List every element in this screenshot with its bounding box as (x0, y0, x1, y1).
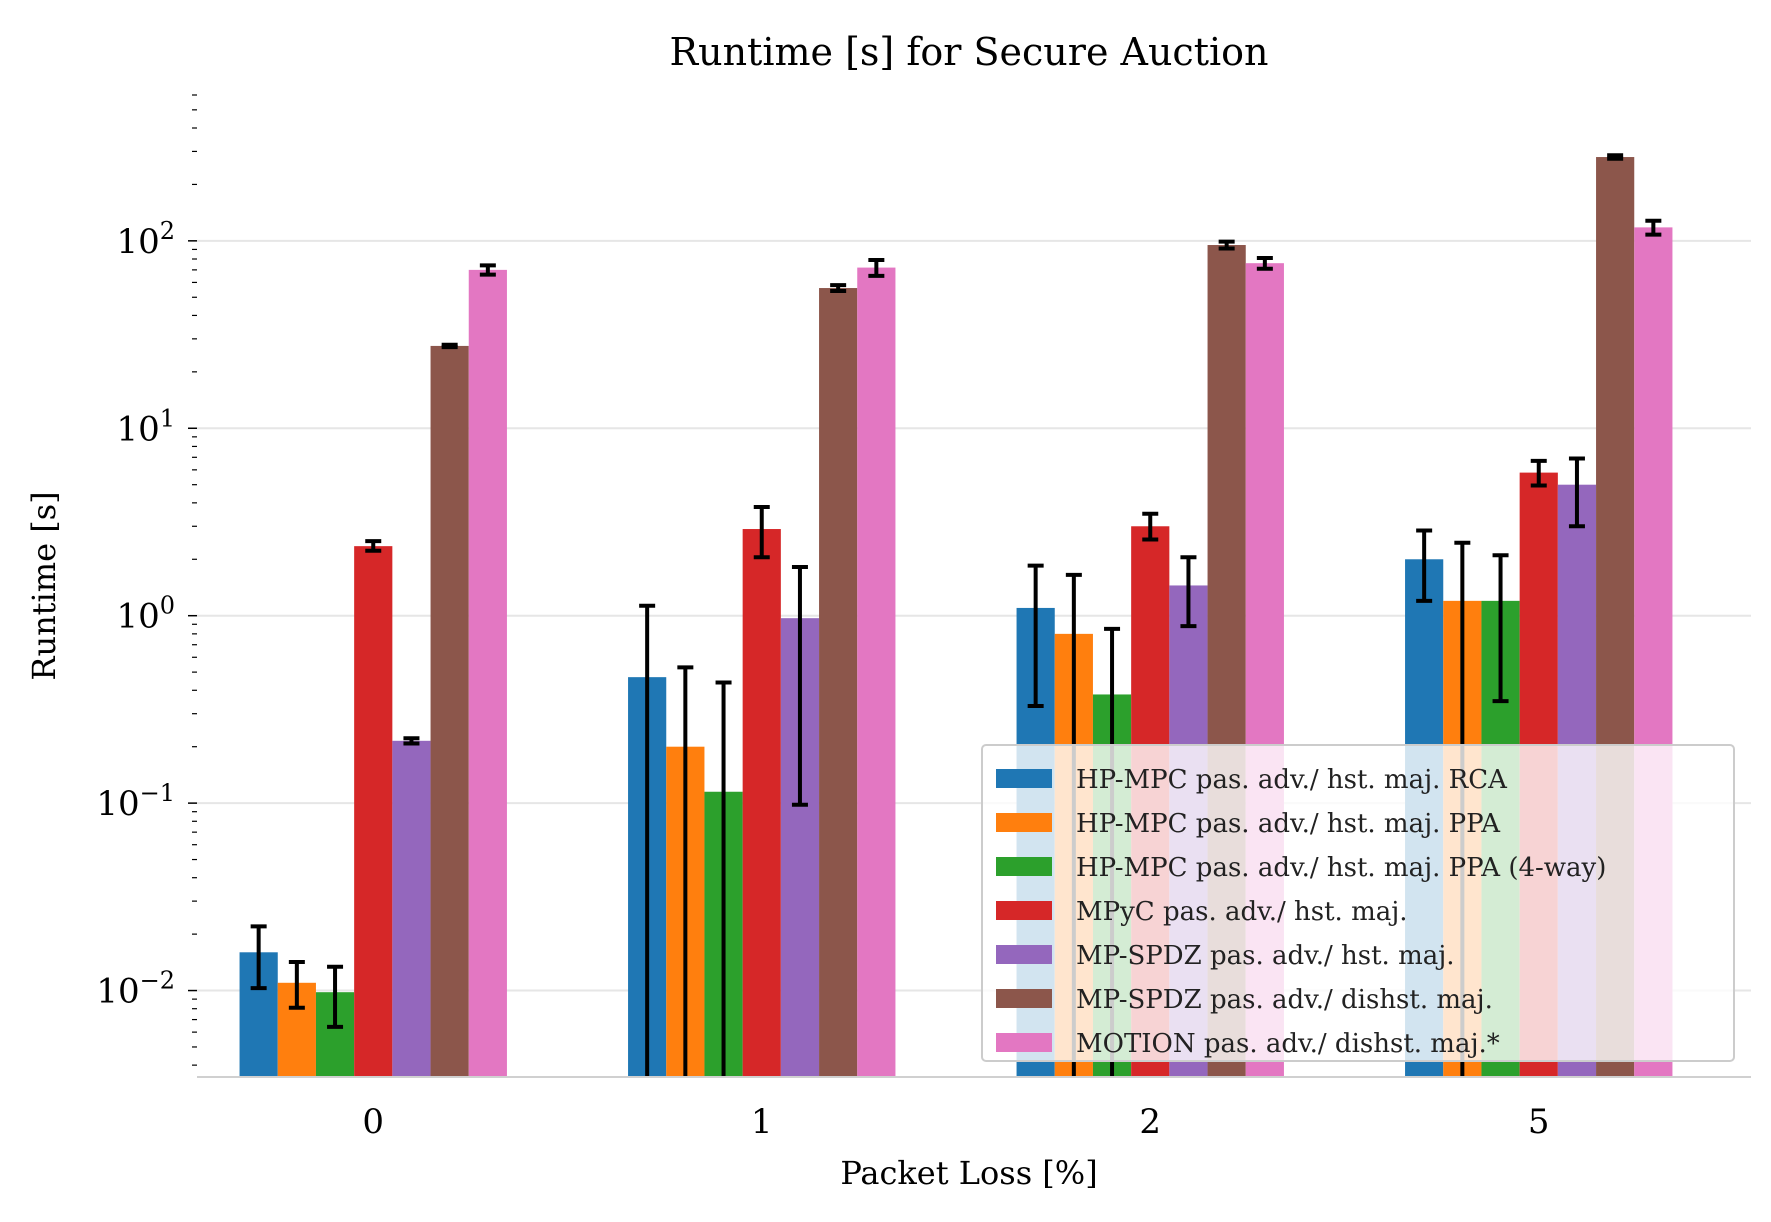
x-tick-label: 0 (362, 1102, 384, 1142)
legend-label: MOTION pas. adv./ dishst. maj.* (1076, 1029, 1500, 1059)
legend-swatch (996, 901, 1052, 920)
legend-label: HP-MPC pas. adv./ hst. maj. PPA (4-way) (1076, 853, 1606, 883)
bar (819, 288, 858, 1076)
legend-label: HP-MPC pas. adv./ hst. maj. RCA (1076, 765, 1508, 795)
legend-swatch (996, 813, 1052, 832)
x-tick-label: 1 (751, 1102, 773, 1142)
y-axis: 10−2 10−1 100 101 102 (96, 94, 197, 1066)
x-axis: 0 1 2 5 (197, 1076, 1751, 1142)
bar (468, 269, 507, 1077)
legend-label: MP-SPDZ pas. adv./ hst. maj. (1076, 941, 1455, 971)
y-tick-label: 10−2 (96, 967, 175, 1012)
y-tick-label: 102 (116, 217, 175, 262)
legend-box (981, 744, 1735, 1062)
chart-title: Runtime [s] for Secure Auction (670, 30, 1269, 74)
legend-swatch (996, 989, 1052, 1008)
legend-swatch (996, 857, 1052, 876)
legend-label: MPyC pas. adv./ hst. maj. (1076, 897, 1408, 927)
legend-swatch (996, 1033, 1052, 1052)
bar (742, 529, 781, 1076)
x-tick-label: 5 (1528, 1102, 1550, 1142)
legend-label: HP-MPC pas. adv./ hst. maj. PPA (1076, 809, 1501, 839)
bar (857, 267, 896, 1076)
legend-swatch (996, 945, 1052, 964)
bar (430, 345, 469, 1076)
y-tick-label: 101 (116, 404, 175, 449)
legend: HP-MPC pas. adv./ hst. maj. RCA HP-MPC pa… (981, 744, 1735, 1062)
y-tick-label: 10−1 (96, 779, 175, 824)
y-axis-label: Runtime [s] (25, 491, 63, 680)
legend-label: MP-SPDZ pas. adv./ dishst. maj. (1076, 985, 1493, 1015)
y-tick-label: 100 (116, 592, 175, 637)
bar (354, 546, 393, 1076)
error-bars (250, 153, 1662, 1076)
x-tick-label: 2 (1139, 1102, 1161, 1142)
x-axis-label: Packet Loss [%] (840, 1154, 1097, 1192)
bar (392, 740, 431, 1076)
legend-swatch (996, 769, 1052, 788)
